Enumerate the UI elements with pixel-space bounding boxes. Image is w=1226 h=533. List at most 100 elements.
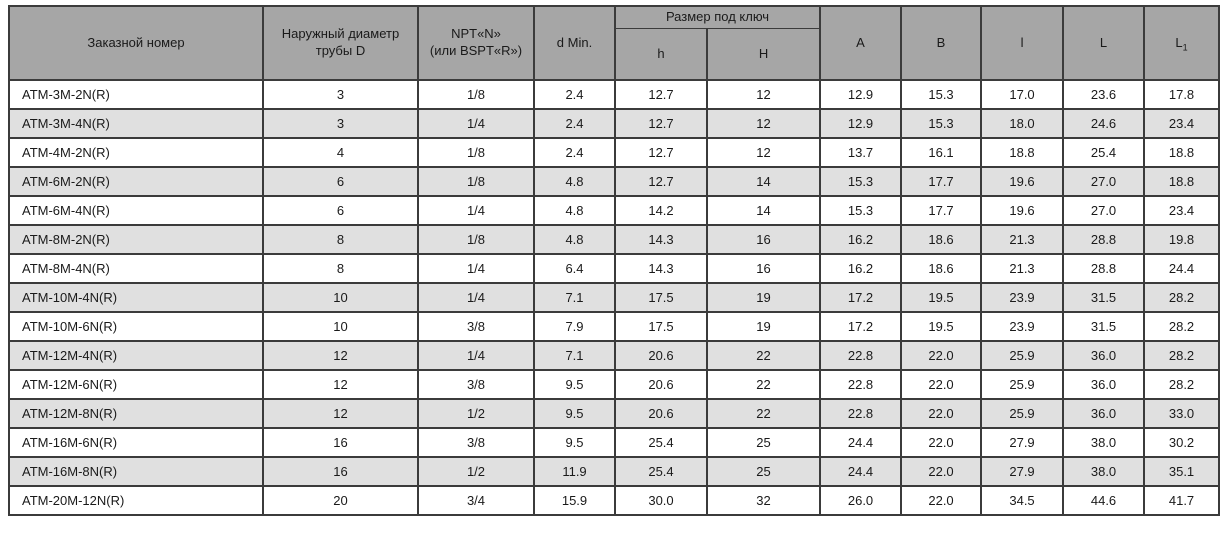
- cell-l1: 35.1: [1143, 456, 1221, 487]
- cell-h-big: 32: [705, 485, 822, 516]
- cell-a: 15.3: [819, 166, 903, 197]
- cell-h-big: 16: [705, 224, 822, 255]
- cell-h-small: 20.6: [614, 398, 708, 429]
- cell-npt: 3/8: [417, 311, 535, 342]
- cell-d-min: 2.4: [533, 137, 616, 168]
- cell-a: 13.7: [819, 137, 903, 168]
- cell-l-big: 38.0: [1062, 427, 1146, 458]
- cell-h-big: 19: [705, 311, 822, 342]
- cell-h-small: 12.7: [614, 137, 708, 168]
- cell-l-small: 18.0: [980, 108, 1065, 139]
- cell-h-big: 19: [705, 282, 822, 313]
- cell-h-small: 25.4: [614, 456, 708, 487]
- cell-d-min: 4.8: [533, 195, 616, 226]
- cell-a: 26.0: [819, 485, 903, 516]
- col-header-b: B: [900, 5, 983, 81]
- cell-b: 19.5: [900, 282, 983, 313]
- cell-d-min: 4.8: [533, 166, 616, 197]
- cell-l-small: 34.5: [980, 485, 1065, 516]
- cell-diameter-d: 8: [262, 253, 419, 284]
- cell-l1: 41.7: [1143, 485, 1221, 516]
- cell-l-big: 24.6: [1062, 108, 1146, 139]
- cell-l1: 28.2: [1143, 282, 1221, 313]
- cell-diameter-d: 3: [262, 108, 419, 139]
- cell-l-small: 21.3: [980, 224, 1065, 255]
- cell-h-small: 12.7: [614, 108, 708, 139]
- cell-b: 17.7: [900, 166, 983, 197]
- cell-npt: 1/2: [417, 456, 535, 487]
- cell-diameter-d: 16: [262, 427, 419, 458]
- cell-l-big: 27.0: [1062, 166, 1146, 197]
- cell-b: 15.3: [900, 108, 983, 139]
- cell-l-small: 19.6: [980, 166, 1065, 197]
- cell-order-number: ATM-8M-2N(R): [8, 224, 264, 255]
- cell-h-small: 12.7: [614, 166, 708, 197]
- col-header-h-small: h: [614, 28, 708, 81]
- table-row: ATM-3M-4N(R) 3 1/4 2.4 12.7 12 12.9 15.3 18.0 24.…: [8, 108, 1221, 139]
- cell-h-small: 12.7: [614, 79, 708, 110]
- cell-a: 22.8: [819, 398, 903, 429]
- cell-h-small: 14.3: [614, 253, 708, 284]
- cell-h-small: 14.2: [614, 195, 708, 226]
- cell-l1: 23.4: [1143, 195, 1221, 226]
- cell-npt: 1/4: [417, 253, 535, 284]
- cell-h-small: 17.5: [614, 311, 708, 342]
- cell-h-big: 25: [705, 456, 822, 487]
- cell-diameter-d: 6: [262, 195, 419, 226]
- cell-l-big: 27.0: [1062, 195, 1146, 226]
- cell-diameter-d: 4: [262, 137, 419, 168]
- cell-l1: 33.0: [1143, 398, 1221, 429]
- page: Заказной номер Наружный диаметр трубы D …: [8, 5, 1221, 516]
- cell-a: 17.2: [819, 282, 903, 313]
- cell-npt: 1/4: [417, 340, 535, 371]
- cell-b: 22.0: [900, 485, 983, 516]
- cell-d-min: 7.1: [533, 340, 616, 371]
- col-header-h-big: H: [705, 28, 822, 81]
- col-header-npt: NPT«N» (или BSPT«R»): [417, 5, 535, 81]
- cell-l-small: 27.9: [980, 456, 1065, 487]
- table-body: ATM-3M-2N(R) 3 1/8 2.4 12.7 12 12.9 15.3 17.0 23.…: [8, 79, 1221, 516]
- cell-l-small: 25.9: [980, 369, 1065, 400]
- cell-b: 17.7: [900, 195, 983, 226]
- cell-b: 22.0: [900, 340, 983, 371]
- cell-order-number: ATM-12M-8N(R): [8, 398, 264, 429]
- cell-a: 22.8: [819, 340, 903, 371]
- cell-h-big: 12: [705, 79, 822, 110]
- cell-h-small: 30.0: [614, 485, 708, 516]
- cell-l-big: 36.0: [1062, 340, 1146, 371]
- cell-diameter-d: 16: [262, 456, 419, 487]
- cell-order-number: ATM-4M-2N(R): [8, 137, 264, 168]
- cell-h-big: 22: [705, 369, 822, 400]
- cell-l-small: 27.9: [980, 427, 1065, 458]
- cell-d-min: 11.9: [533, 456, 616, 487]
- table-row: ATM-16M-8N(R) 16 1/2 11.9 25.4 25 24.4 22.0 27.9…: [8, 456, 1221, 487]
- cell-h-small: 14.3: [614, 224, 708, 255]
- cell-l-big: 31.5: [1062, 311, 1146, 342]
- cell-order-number: ATM-6M-2N(R): [8, 166, 264, 197]
- table-row: ATM-12M-4N(R) 12 1/4 7.1 20.6 22 22.8 22.0 25.9 3…: [8, 340, 1221, 371]
- cell-l-big: 28.8: [1062, 253, 1146, 284]
- cell-a: 12.9: [819, 79, 903, 110]
- cell-l-big: 31.5: [1062, 282, 1146, 313]
- cell-npt: 3/8: [417, 369, 535, 400]
- cell-diameter-d: 10: [262, 282, 419, 313]
- col-header-wrench-size: Размер под ключ: [613, 5, 822, 29]
- cell-npt: 1/8: [417, 137, 535, 168]
- spec-table: Заказной номер Наружный диаметр трубы D …: [8, 5, 1221, 516]
- cell-l-small: 17.0: [980, 79, 1065, 110]
- cell-b: 22.0: [900, 369, 983, 400]
- table-row: ATM-4M-2N(R) 4 1/8 2.4 12.7 12 13.7 16.1 18.8 25.…: [8, 137, 1221, 168]
- cell-npt: 3/8: [417, 427, 535, 458]
- cell-l1: 18.8: [1143, 137, 1221, 168]
- cell-l1: 28.2: [1143, 369, 1221, 400]
- cell-h-big: 22: [705, 340, 822, 371]
- npt-line1: NPT«N»: [451, 26, 501, 42]
- cell-h-big: 12: [705, 108, 822, 139]
- table-row: ATM-6M-4N(R) 6 1/4 4.8 14.2 14 15.3 17.7 19.6 27.…: [8, 195, 1221, 226]
- table-row: ATM-16M-6N(R) 16 3/8 9.5 25.4 25 24.4 22.0 27.9 3…: [8, 427, 1221, 458]
- col-header-a: A: [819, 5, 903, 81]
- col-header-d-min: d Min.: [533, 5, 616, 81]
- table-row: ATM-12M-6N(R) 12 3/8 9.5 20.6 22 22.8 22.0 25.9 3…: [8, 369, 1221, 400]
- cell-l-big: 28.8: [1062, 224, 1146, 255]
- cell-npt: 1/4: [417, 195, 535, 226]
